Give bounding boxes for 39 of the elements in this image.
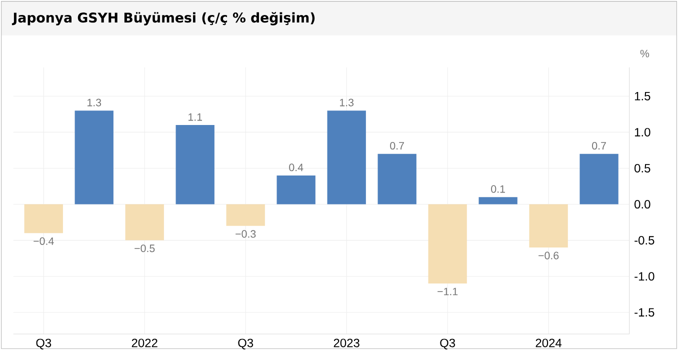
bar <box>529 204 568 248</box>
bar <box>428 204 467 284</box>
data-label: −0.5 <box>134 244 155 252</box>
bar <box>74 110 114 204</box>
data-label: 1.1 <box>188 113 202 121</box>
y-tick-label: 1.5 <box>634 92 650 100</box>
bar <box>478 197 518 204</box>
bar <box>24 204 63 234</box>
x-tick-label: Q3 <box>238 338 254 350</box>
data-label: −0.6 <box>538 252 559 260</box>
bar <box>176 124 214 204</box>
x-tick-label: Q3 <box>36 338 52 350</box>
y-tick-label: -0.5 <box>634 236 654 245</box>
bar <box>125 204 164 240</box>
bar <box>378 154 416 204</box>
chart-title: Japonya GSYH Büyümesi (ç/ç % değişim) <box>12 12 315 26</box>
y-tick-label: 1.0 <box>634 128 650 136</box>
data-label: 0.7 <box>592 142 606 150</box>
data-label: −1.1 <box>438 288 458 296</box>
bar <box>580 154 618 204</box>
y-tick-label: -1.0 <box>634 272 654 281</box>
x-tick-label: 2023 <box>334 338 360 348</box>
bar <box>276 175 316 204</box>
data-label: −0.4 <box>34 237 54 245</box>
y-tick-label: 0.0 <box>634 200 650 209</box>
data-label: −0.3 <box>236 230 256 238</box>
x-tick-label: 2022 <box>132 338 158 348</box>
x-tick-label: Q3 <box>440 338 456 350</box>
data-label: 0.7 <box>390 142 404 150</box>
data-label: 0.4 <box>289 164 304 172</box>
y-tick-label: 0.5 <box>634 164 650 172</box>
bar <box>327 110 366 204</box>
data-label: 1.3 <box>340 98 354 106</box>
bar <box>226 204 265 226</box>
data-label: 0.1 <box>491 185 505 193</box>
data-label: 1.3 <box>88 98 102 106</box>
y-axis-title: % <box>640 50 650 58</box>
x-tick-label: 2024 <box>536 338 562 348</box>
y-tick-label: -1.5 <box>634 308 654 317</box>
